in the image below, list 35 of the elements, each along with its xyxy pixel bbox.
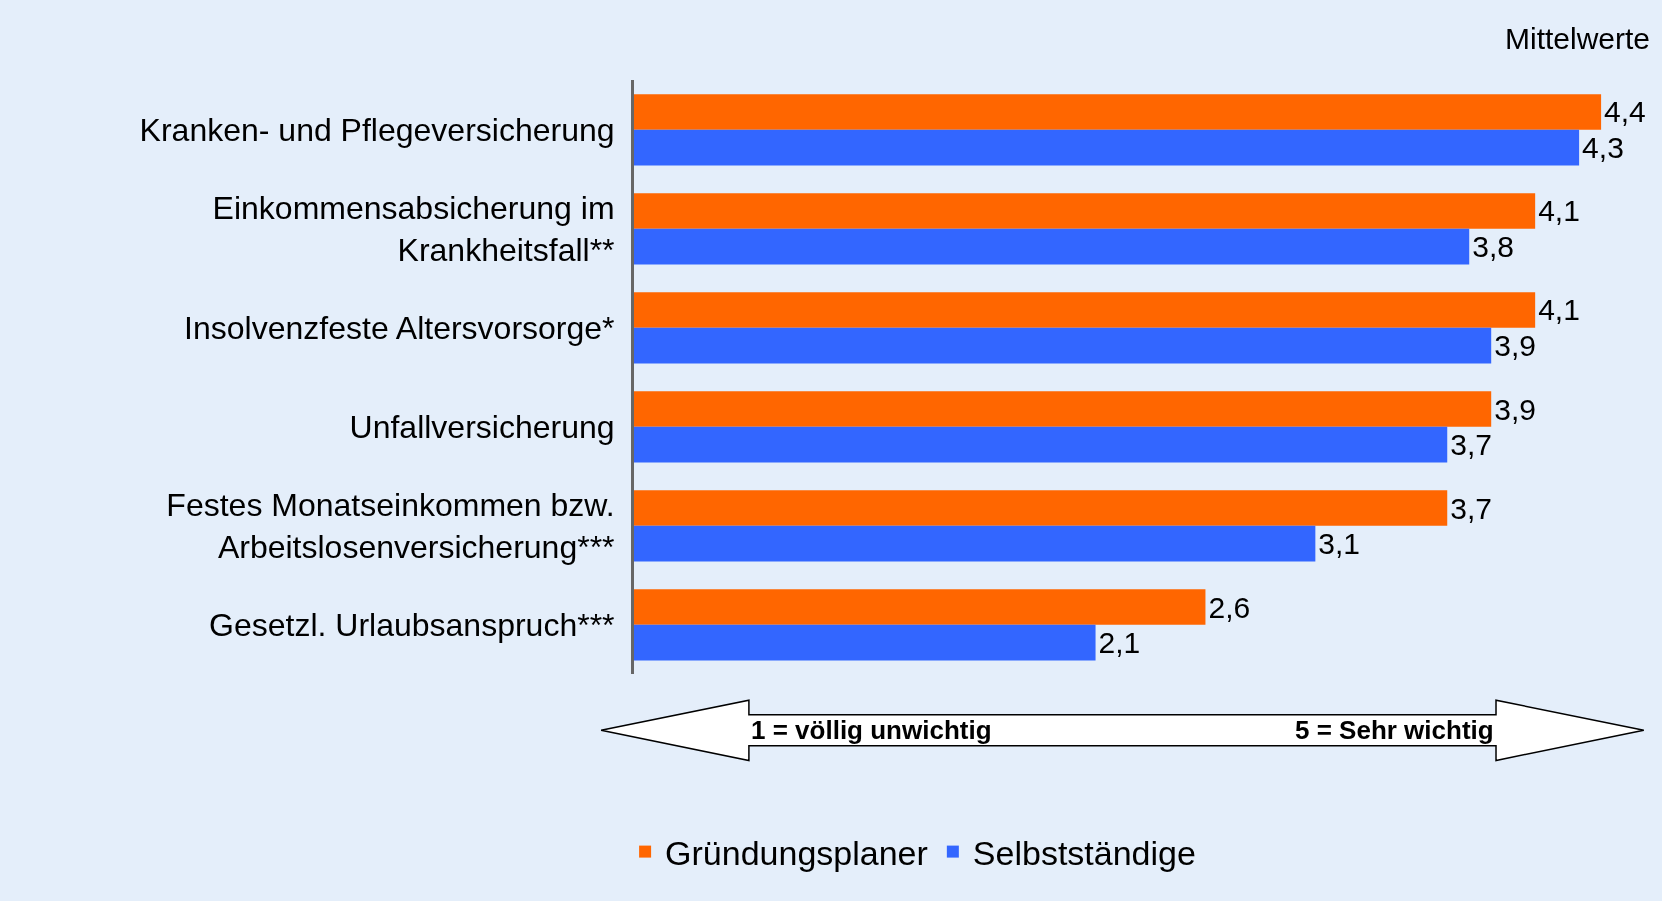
data-label: 4,4: [1604, 95, 1646, 129]
data-label: 3,7: [1450, 428, 1492, 462]
bar: [633, 624, 1096, 661]
y-tick-label: Unfallversicherung: [349, 409, 615, 446]
bar: [633, 525, 1316, 562]
bar: [633, 426, 1448, 463]
data-label: 3,7: [1450, 491, 1492, 525]
bar: [633, 129, 1580, 166]
data-label: 4,1: [1538, 293, 1580, 327]
bar: [633, 228, 1470, 265]
bar: [633, 589, 1206, 625]
bar: [633, 490, 1448, 526]
y-tick-label: Insolvenzfeste Altersvorsorge*: [184, 310, 615, 347]
bar: [633, 193, 1536, 229]
bar: [633, 327, 1492, 364]
text: Mittelwerte: [1505, 22, 1651, 55]
y-tick-label: Kranken- und Pflegeversicherung: [139, 111, 615, 148]
y-tick-label: Festes Monatseinkommen bzw. Arbeitslosenversicherung***: [166, 487, 615, 565]
legend-label: Gründungsplaner: [665, 833, 928, 872]
data-label: 3,1: [1318, 527, 1361, 561]
bar: [633, 292, 1536, 328]
data-label: 4,1: [1538, 194, 1580, 228]
y-tick-label: Gesetzl. Urlaubsanspruch***: [209, 607, 615, 644]
data-label: 3,8: [1472, 230, 1514, 264]
data-label: 2,6: [1208, 590, 1251, 624]
text: 1 = völlig unwichtig: [751, 715, 992, 745]
data-label: 3,9: [1494, 392, 1536, 426]
legend-label: Selbstständige: [972, 833, 1196, 872]
data-label: 2,1: [1098, 626, 1141, 660]
text: 5 = Sehr wichtig: [1295, 715, 1494, 745]
bar: [633, 391, 1492, 427]
data-label: 4,3: [1582, 131, 1624, 165]
y-tick-label: Einkommensabsicherung im Krankheitsfall**: [212, 190, 615, 268]
data-label: 3,9: [1494, 329, 1536, 363]
bar: [633, 94, 1602, 130]
